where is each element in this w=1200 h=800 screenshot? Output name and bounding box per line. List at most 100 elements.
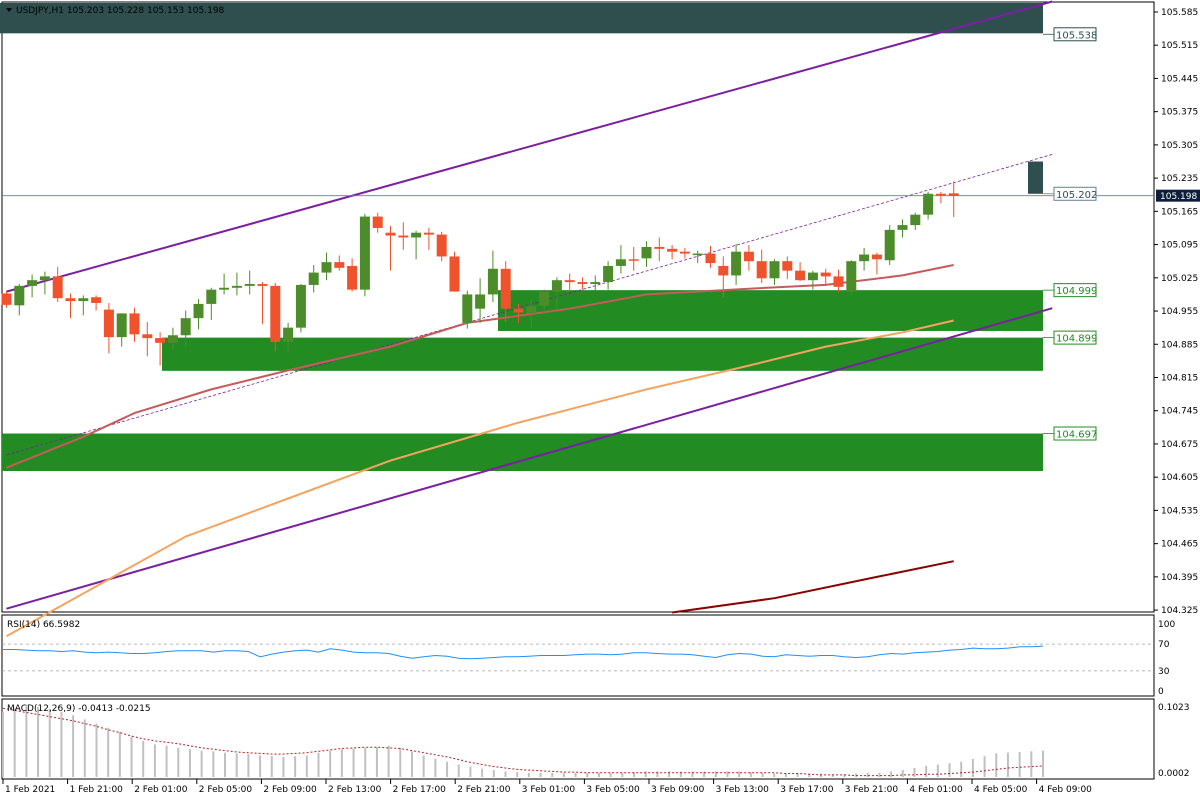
candle bbox=[219, 273, 230, 295]
candle-body bbox=[155, 338, 166, 343]
candle bbox=[807, 270, 818, 290]
candle-body bbox=[846, 261, 857, 292]
candle-body bbox=[39, 276, 50, 281]
candle bbox=[910, 212, 921, 230]
rsi-line bbox=[3, 645, 1044, 660]
time-tick-label: 2 Feb 05:00 bbox=[199, 785, 253, 795]
price-tick-label: 104.605 bbox=[1161, 473, 1198, 483]
candle-body bbox=[167, 335, 178, 343]
channel-mid-line bbox=[6, 154, 1053, 456]
candle bbox=[769, 259, 780, 285]
candle-body bbox=[398, 235, 409, 238]
candle-body bbox=[628, 259, 639, 261]
price-tick-label: 105.515 bbox=[1161, 41, 1198, 51]
rsi-indicator: 100 70 30 0 bbox=[2, 620, 1175, 697]
time-tick-label: 3 Feb 05:00 bbox=[586, 785, 640, 795]
candle-body bbox=[833, 276, 844, 287]
candle bbox=[411, 230, 422, 260]
candle-body bbox=[359, 216, 370, 290]
candlesticks bbox=[1, 181, 1154, 366]
level-tags: 105.538 104.999 104.899 104.697 105.202 bbox=[1043, 27, 1097, 441]
candle bbox=[347, 258, 358, 292]
macd-axis-top: 0.1023 bbox=[1158, 703, 1190, 713]
candle bbox=[615, 245, 626, 274]
candle bbox=[270, 283, 281, 352]
candle-body bbox=[679, 251, 690, 254]
price-tick-label: 104.465 bbox=[1161, 540, 1198, 550]
time-tick-label: 4 Feb 09:00 bbox=[1039, 785, 1093, 795]
candle-body bbox=[590, 282, 601, 284]
candle-body bbox=[564, 280, 575, 283]
candle-body bbox=[769, 261, 780, 279]
candle-body bbox=[731, 251, 742, 276]
price-tick-label: 105.585 bbox=[1161, 8, 1198, 18]
price-tick-label: 105.095 bbox=[1161, 241, 1198, 251]
candle bbox=[526, 299, 537, 328]
candle bbox=[500, 261, 511, 322]
time-tick-label: 4 Feb 01:00 bbox=[909, 785, 963, 795]
time-tick-label: 3 Feb 13:00 bbox=[716, 785, 770, 795]
level-tag-104.999: 104.999 bbox=[1056, 286, 1097, 297]
candle-body bbox=[180, 318, 191, 336]
candle bbox=[78, 295, 89, 316]
candle-body bbox=[859, 254, 870, 262]
candle-body bbox=[142, 334, 153, 339]
candle bbox=[820, 268, 831, 285]
candle bbox=[129, 307, 140, 342]
candle-body bbox=[423, 232, 434, 235]
rsi-title: RSI(14) 66.5982 bbox=[7, 620, 80, 630]
level-tag-104.697: 104.697 bbox=[1056, 430, 1097, 441]
candle bbox=[244, 270, 255, 295]
candle-body bbox=[500, 268, 511, 309]
candle-body bbox=[539, 291, 550, 306]
time-axis[interactable]: 1 Feb 2021 1 Feb 21:00 2 Feb 01:00 2 Feb 05… bbox=[2, 779, 1093, 795]
candle bbox=[513, 303, 524, 323]
candle bbox=[833, 269, 844, 293]
time-tick-label: 3 Feb 17:00 bbox=[780, 785, 834, 795]
candle bbox=[603, 261, 614, 290]
candle-body bbox=[206, 289, 217, 304]
candle-body bbox=[103, 309, 114, 338]
time-tick-label: 2 Feb 13:00 bbox=[328, 785, 382, 795]
level-tag-104.899: 104.899 bbox=[1056, 334, 1097, 345]
candle-body bbox=[219, 287, 230, 290]
dropdown-triangle-icon[interactable] bbox=[6, 8, 12, 12]
candle bbox=[449, 251, 460, 292]
macd-panel[interactable] bbox=[1, 698, 1155, 780]
macd-axis-zero: 0.0002 bbox=[1158, 769, 1190, 779]
time-tick-label: 3 Feb 01:00 bbox=[522, 785, 576, 795]
zone-105.538 bbox=[0, 3, 1043, 34]
candle-body bbox=[871, 254, 882, 260]
candle-body bbox=[820, 272, 831, 277]
candle-body bbox=[551, 280, 562, 292]
price-tick-label: 104.955 bbox=[1161, 307, 1198, 317]
candle bbox=[52, 266, 63, 303]
level-tag-105.202: 105.202 bbox=[1056, 190, 1097, 201]
price-axis[interactable]: 105.585 105.515 105.445 105.375 105.305 105.2… bbox=[1154, 8, 1200, 616]
rsi-panel[interactable] bbox=[1, 614, 1155, 697]
candle bbox=[487, 250, 498, 303]
candle bbox=[295, 283, 306, 333]
candle bbox=[667, 245, 678, 260]
candle bbox=[731, 244, 742, 285]
candle bbox=[705, 246, 716, 268]
candle-body bbox=[756, 261, 767, 279]
time-tick-label: 3 Feb 21:00 bbox=[845, 785, 899, 795]
price-tick-label: 105.165 bbox=[1161, 207, 1198, 217]
candle bbox=[756, 249, 767, 284]
candle bbox=[641, 241, 652, 267]
candle bbox=[116, 313, 127, 347]
level-tag-105.538: 105.538 bbox=[1056, 30, 1097, 41]
candle-body bbox=[193, 303, 204, 319]
time-tick-label: 3 Feb 09:00 bbox=[651, 785, 705, 795]
candle-body bbox=[603, 265, 614, 283]
rsi-axis-label: 30 bbox=[1158, 667, 1170, 677]
zone-104.999 bbox=[498, 290, 1043, 331]
candle bbox=[564, 273, 575, 292]
time-tick-label: 2 Feb 01:00 bbox=[134, 785, 188, 795]
candle bbox=[155, 332, 166, 366]
candle bbox=[283, 322, 294, 352]
candle bbox=[795, 262, 806, 282]
rsi-axis-label: 100 bbox=[1158, 620, 1175, 630]
